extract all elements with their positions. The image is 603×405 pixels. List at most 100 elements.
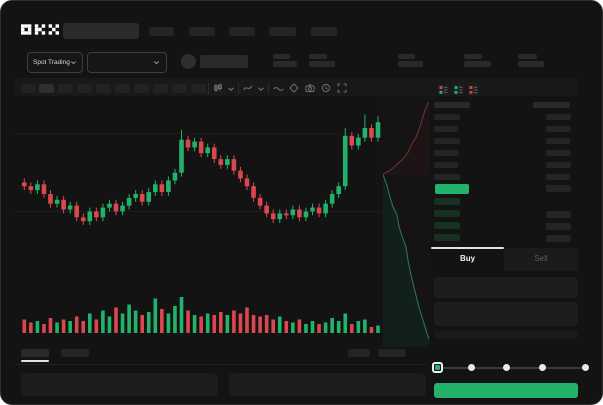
candle-type-icon[interactable] [213,83,223,93]
orders-panel-placeholder [229,373,426,396]
coin-avatar [181,54,196,69]
ask-amount-placeholder [546,126,571,132]
draw-tool-icon[interactable] [289,83,299,93]
chevron-down-icon [70,61,77,65]
asks-only-icon[interactable] [468,83,479,95]
nav-item[interactable] [149,27,174,36]
pair-name-placeholder [200,55,248,68]
market-type-dropdown[interactable]: Spot Trading [27,52,83,73]
slider-stop[interactable] [582,364,589,371]
bids-only-icon[interactable] [453,83,464,95]
toolbar-divider [268,83,269,94]
nav-item[interactable] [189,27,215,36]
bottom-tab-active[interactable] [21,349,49,357]
tab-buy[interactable]: Buy [459,254,476,263]
wave-line-icon[interactable] [273,83,284,93]
timeframe-button[interactable] [77,84,92,93]
pair-selector-dropdown[interactable] [87,52,167,73]
bid-amount-placeholder [546,235,571,242]
timeframe-button-active[interactable] [39,84,54,93]
timeframe-button[interactable] [96,84,111,93]
bid-amount-placeholder [546,211,571,218]
nav-item[interactable] [269,27,296,36]
bid-price-placeholder [434,210,460,217]
timeframe-button[interactable] [153,84,168,93]
stat-label-placeholder [273,54,290,59]
candlestick-chart[interactable] [15,97,383,291]
stat-label-placeholder [518,54,537,59]
stat-value-placeholder [518,61,544,67]
market-type-label: Spot Trading [33,59,70,66]
orders-panel-placeholder [21,373,218,396]
slider-stop[interactable] [539,364,546,371]
volume-chart [22,297,380,333]
bid-price-placeholder [434,234,460,241]
ask-amount-placeholder [546,174,570,180]
nav-item[interactable] [229,27,255,36]
timeframe-button[interactable] [134,84,149,93]
bid-amount-placeholder [546,223,571,230]
ask-amount-placeholder [546,114,571,120]
amount-input-placeholder[interactable] [434,302,578,326]
sell-tab-background [504,248,578,271]
price-input-placeholder[interactable] [434,277,578,298]
ask-price-placeholder [434,150,459,156]
search-bar[interactable] [63,23,139,39]
slider-handle[interactable] [432,362,443,373]
depth-chart [383,101,429,347]
toolbar-divider [238,83,239,94]
orderbook-col-header [434,102,470,108]
orderbook-col-header [533,102,570,108]
bid-price-placeholder [434,198,460,205]
timeframe-button[interactable] [115,84,130,93]
ask-amount-placeholder [546,150,571,156]
last-price-highlight[interactable] [435,184,469,194]
ask-amount-placeholder [546,138,570,144]
stat-label-placeholder [398,54,415,59]
stat-value-placeholder [309,61,335,67]
slider-stop[interactable] [503,364,510,371]
timeframe-button[interactable] [191,84,206,93]
bottom-action-placeholder[interactable] [348,349,370,357]
combined-book-icon[interactable] [438,83,449,95]
ask-price-placeholder [434,114,460,120]
bottom-action-placeholder[interactable] [378,349,406,357]
timeframe-button[interactable] [58,84,73,93]
slider-stop[interactable] [468,364,475,371]
chevron-down-icon [153,61,160,65]
tab-sell[interactable]: Sell [534,254,548,263]
timeframe-button[interactable] [21,84,36,93]
stat-value-placeholder [398,61,423,67]
ask-price-placeholder [434,126,458,132]
ask-price-placeholder [434,162,458,168]
buy-tab-indicator [431,247,504,249]
bid-price-placeholder [434,222,460,229]
bottom-tab[interactable] [61,349,89,357]
camera-icon[interactable] [305,83,315,93]
chevron-down-icon[interactable] [257,85,267,95]
okx-logo[interactable] [21,24,59,35]
total-input-placeholder[interactable] [434,331,578,339]
restore-icon[interactable] [321,83,331,93]
stat-value-placeholder [273,61,297,67]
timeframe-button[interactable] [172,84,187,93]
nav-item[interactable] [311,27,337,36]
stat-value-placeholder [464,61,491,67]
bottom-divider [15,364,427,365]
stat-label-placeholder [464,54,482,59]
bid-amount-placeholder [546,185,571,192]
ask-amount-placeholder [546,162,571,168]
buy-submit-button[interactable] [434,383,578,398]
bottom-tab-underline [21,360,49,362]
indicator-icon[interactable] [243,83,253,93]
stat-label-placeholder [309,54,327,59]
fullscreen-icon[interactable] [337,83,347,93]
chevron-down-icon[interactable] [227,85,237,95]
toolbar-divider [208,83,209,94]
ask-price-placeholder [434,138,460,144]
ask-price-placeholder [434,174,460,180]
slider-handle-fill [435,365,440,370]
amount-slider-track[interactable] [438,367,586,369]
